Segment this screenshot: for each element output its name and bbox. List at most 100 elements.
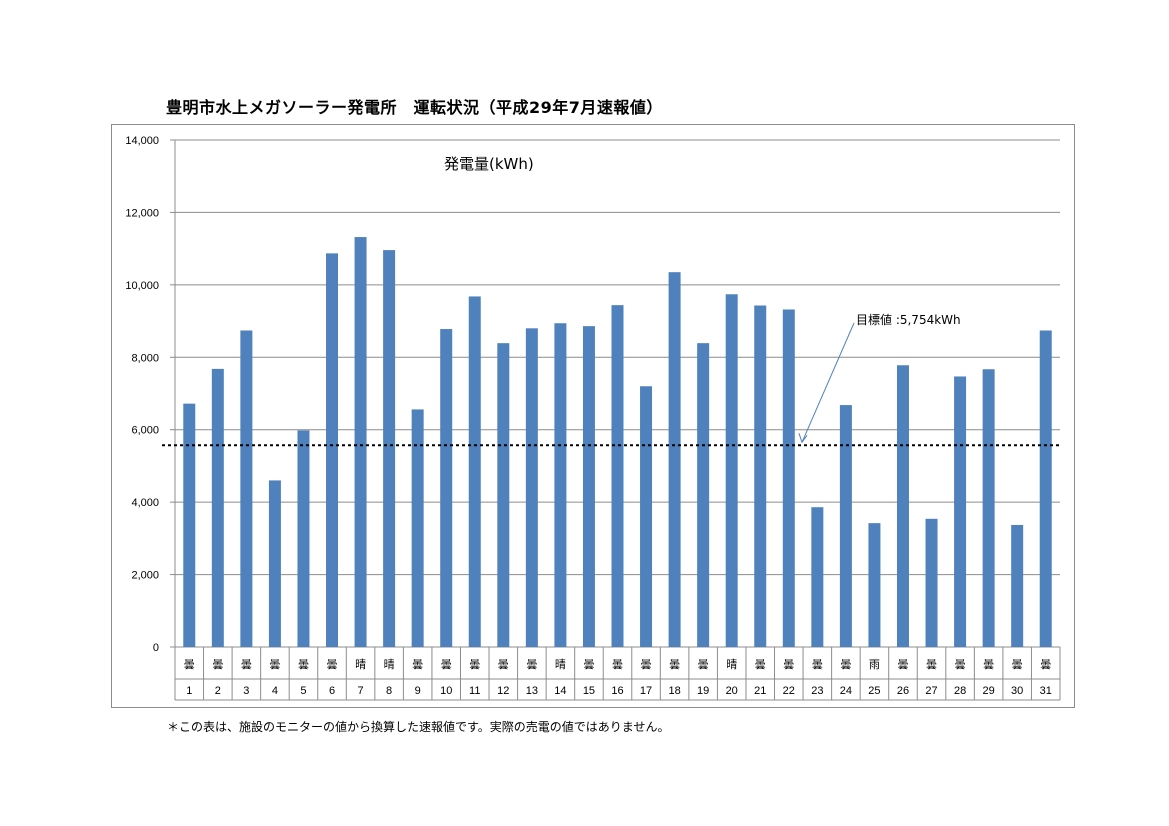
page-title: 豊明市水上メガソーラー発電所 運転状況（平成29年7月速報値） [166,98,663,117]
y-tick-label: 0 [153,642,159,654]
weather-label: 曇 [983,658,994,671]
x-tick-label: 28 [954,685,966,697]
x-tick-label: 31 [1040,685,1052,697]
bar [497,343,510,647]
bar [611,305,624,647]
chart-frame: 0 2,000 4,000 6,000 8,000 10,000 12,000 14,000 … [111,124,1075,708]
bar [868,523,881,647]
weather-label: 曇 [583,658,594,671]
weather-label: 曇 [783,658,794,671]
weather-label: 曇 [1040,658,1051,671]
x-tick-label: 3 [243,685,249,697]
bar [554,323,567,647]
bar [954,376,967,647]
bar [1039,330,1052,647]
x-tick-label: 20 [726,685,738,697]
bar [468,296,481,647]
weather-label: 曇 [269,658,280,671]
x-tick-label: 16 [611,685,623,697]
weather-label: 曇 [184,658,195,671]
bars [183,237,1052,647]
weather-label: 曇 [526,658,537,671]
weather-label: 曇 [498,658,509,671]
weather-label: 曇 [641,658,652,671]
x-tick-label: 30 [1011,685,1023,697]
bar [697,343,710,647]
bar [668,272,681,647]
bar [839,405,852,647]
weather-label: 曇 [955,658,966,671]
weather-label: 曇 [412,658,423,671]
weather-label: 曇 [612,658,623,671]
y-tick-label: 6,000 [131,425,159,437]
weather-label: 雨 [869,658,880,671]
bar [383,250,396,647]
weather-label: 曇 [698,658,709,671]
weather-label: 曇 [812,658,823,671]
x-tick-label: 2 [215,685,221,697]
bar [268,480,281,647]
bar-chart: 02,0004,0006,0008,00010,00012,00014,000 … [125,135,1061,701]
bar [411,409,424,647]
x-tick-label: 6 [329,685,335,697]
x-tick-label: 21 [754,685,766,697]
bar [326,253,339,647]
x-tick-label: 8 [386,685,392,697]
bar [183,403,196,647]
weather-label: 晴 [384,658,395,671]
x-tick-label: 22 [783,685,795,697]
y-tick-label: 12,000 [125,207,159,219]
x-tick-label: 29 [983,685,995,697]
y-tick-label: 2,000 [131,570,159,582]
weather-label: 曇 [441,658,452,671]
x-tick-label: 14 [554,685,566,697]
x-tick-label: 27 [925,685,937,697]
category-table: 曇 1 曇 2 曇 3 曇 4 曇 5 曇 6 晴 7 晴 8 曇 9 曇 10 曇 11 曇 12 曇 13 晴 14 曇 15 曇 16 曇… [174,647,1061,701]
weather-label: 曇 [469,658,480,671]
weather-label: 曇 [241,658,252,671]
bar [640,386,653,647]
bar [725,294,738,647]
x-tick-label: 5 [300,685,306,697]
bar [896,365,909,647]
bar [754,305,767,647]
weather-label: 曇 [1012,658,1023,671]
x-tick-label: 17 [640,685,652,697]
x-tick-label: 10 [440,685,452,697]
bar [1011,524,1024,647]
weather-label: 晴 [555,658,566,671]
weather-label: 曇 [897,658,908,671]
x-tick-label: 7 [358,685,364,697]
x-tick-label: 1 [186,685,192,697]
weather-label: 晴 [726,658,737,671]
bar [440,329,453,647]
x-tick-label: 18 [668,685,680,697]
y-tick-label: 14,000 [125,135,159,147]
weather-label: 曇 [327,658,338,671]
x-tick-label: 13 [526,685,538,697]
weather-label: 晴 [355,658,366,671]
bar [211,368,224,647]
y-tick-label: 4,000 [131,497,159,509]
bar [240,330,253,647]
target-arrow [801,322,855,443]
weather-label: 曇 [669,658,680,671]
weather-label: 曇 [755,658,766,671]
x-tick-label: 4 [272,685,278,697]
weather-label: 曇 [926,658,937,671]
chart-title: 発電量(kWh) [444,155,534,173]
weather-label: 曇 [298,658,309,671]
target-line-group: 目標値 :5,754kWh [162,312,1060,447]
bar [811,507,824,647]
x-tick-label: 23 [811,685,823,697]
y-tick-label: 10,000 [125,280,159,292]
bar [982,369,995,647]
weather-label: 曇 [212,658,223,671]
bar [525,328,538,647]
footnote: ＊この表は、施設のモニターの値から換算した速報値です。実際の売電の値ではありませ… [167,720,670,734]
bar [925,518,938,647]
x-tick-label: 25 [868,685,880,697]
bar [782,309,795,647]
target-arrow-head [798,433,808,444]
target-label: 目標値 :5,754kWh [856,312,961,327]
